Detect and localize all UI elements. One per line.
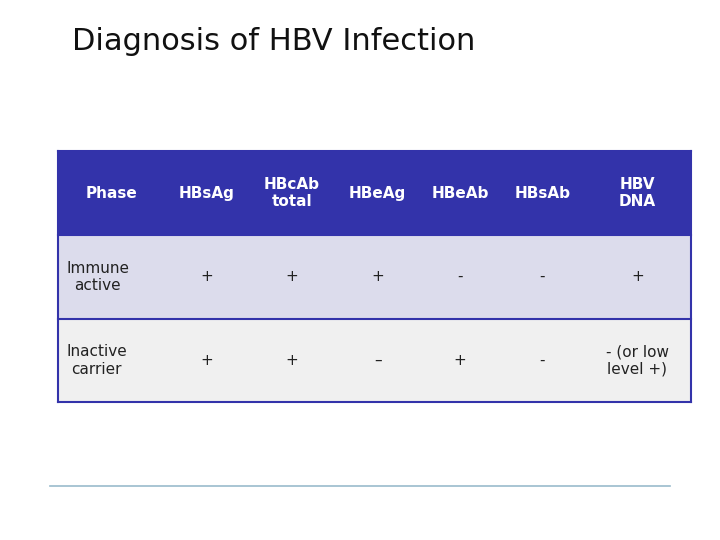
Text: +: + — [200, 353, 213, 368]
Text: HBsAb: HBsAb — [514, 186, 570, 200]
Text: Phase: Phase — [86, 186, 138, 200]
Text: +: + — [286, 269, 298, 284]
Text: +: + — [286, 353, 298, 368]
Text: Inactive
carrier: Inactive carrier — [66, 345, 127, 377]
Text: HBcAb
total: HBcAb total — [264, 177, 320, 209]
Text: +: + — [454, 353, 467, 368]
Text: -: - — [457, 269, 463, 284]
Text: +: + — [631, 269, 644, 284]
Text: HBeAg: HBeAg — [349, 186, 406, 200]
Text: Diagnosis of HBV Infection: Diagnosis of HBV Infection — [72, 27, 475, 56]
Text: HBsAg: HBsAg — [179, 186, 235, 200]
Text: -: - — [539, 269, 545, 284]
Text: Immune
active: Immune active — [66, 261, 130, 293]
Text: HBV
DNA: HBV DNA — [618, 177, 656, 209]
Text: -: - — [539, 353, 545, 368]
Text: - (or low
level +): - (or low level +) — [606, 345, 669, 377]
Text: +: + — [372, 269, 384, 284]
Text: +: + — [200, 269, 213, 284]
Text: –: – — [374, 353, 382, 368]
Text: HBeAb: HBeAb — [431, 186, 489, 200]
